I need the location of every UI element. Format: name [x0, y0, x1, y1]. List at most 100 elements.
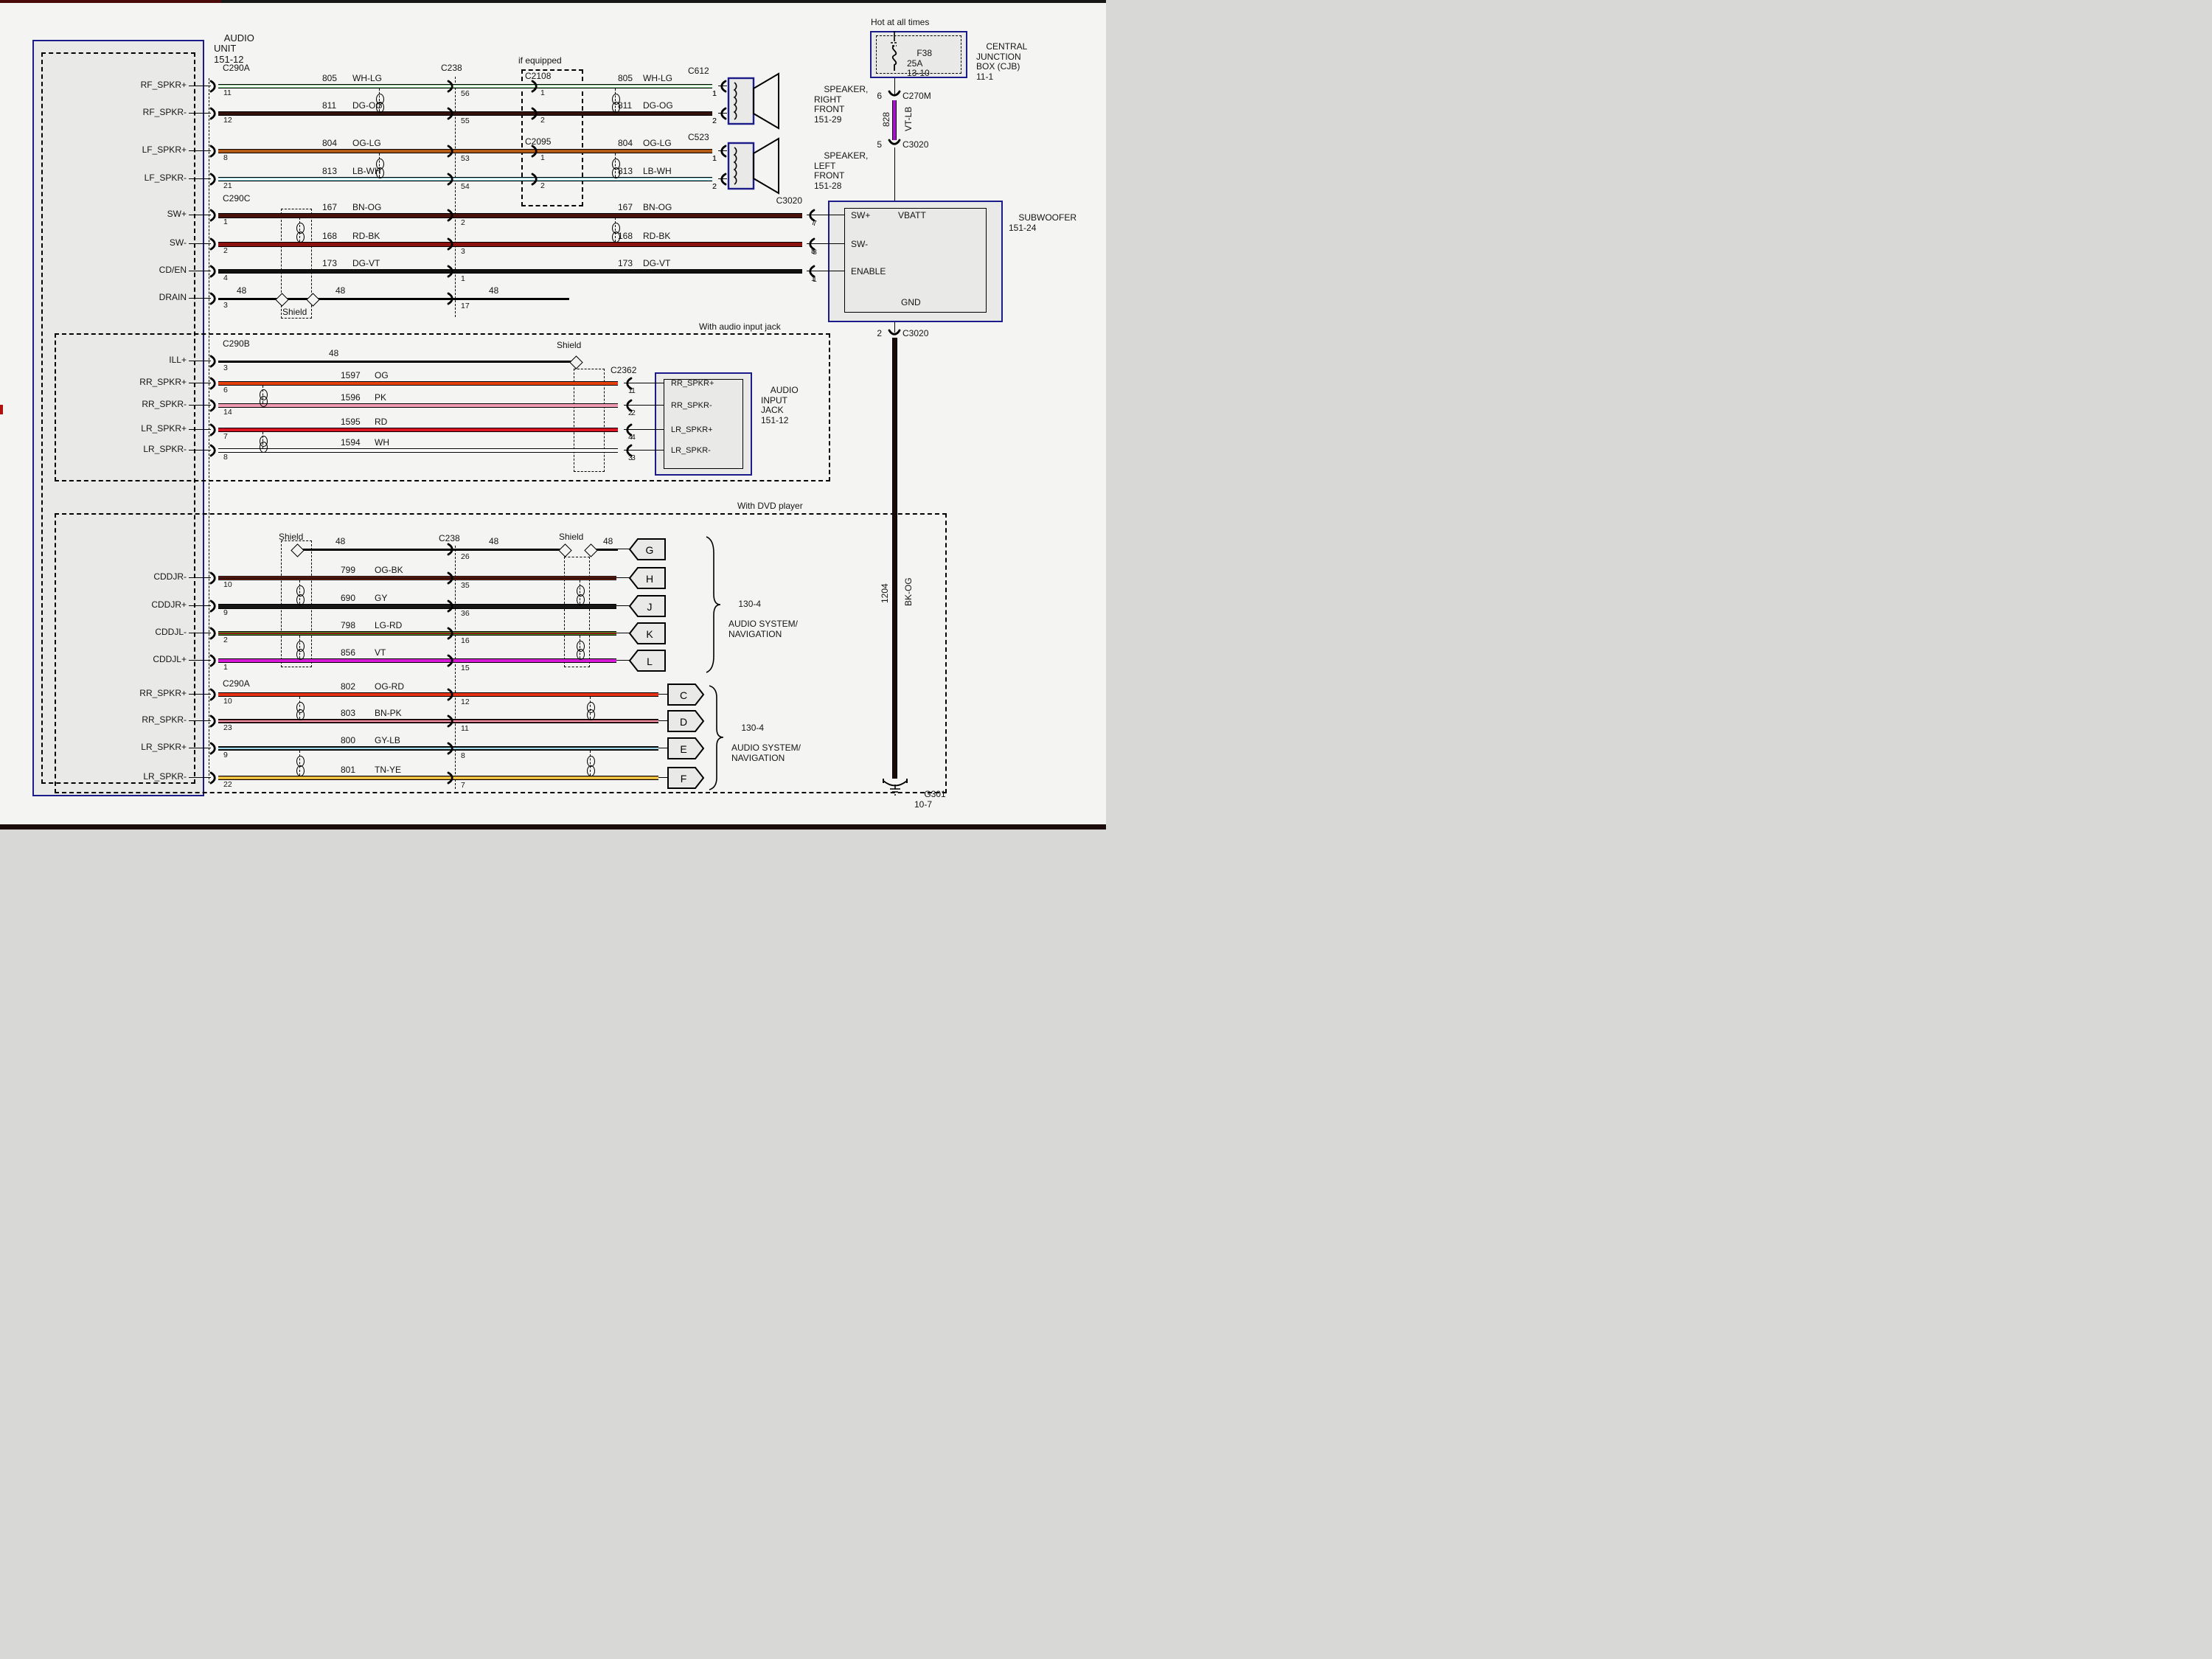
twisted-pair-icon [612, 88, 620, 113]
wire-1597 [218, 381, 618, 386]
jack-pin-number: 1 [631, 386, 636, 395]
connector-lead-line [658, 777, 670, 779]
wire-circuit: 1596 [341, 392, 361, 403]
pin-number: 6 [223, 386, 228, 394]
twist-loop [376, 101, 384, 113]
speaker-right-front-icon [727, 72, 779, 130]
wire-circuit: 799 [341, 565, 356, 575]
wire-48 [301, 548, 560, 551]
c3020-sw-label: C3020 [776, 195, 802, 206]
wire-start-arrow-icon [209, 107, 216, 120]
wire-color-code: OG-LG [643, 138, 672, 148]
wire-1204-circuit: 1204 [880, 583, 890, 603]
cjb-box [870, 31, 967, 78]
c2095-label: C2095 [525, 136, 552, 147]
c238-pin-number: 11 [461, 724, 469, 733]
shield-box-ill [574, 369, 605, 472]
twist-loop [296, 709, 305, 721]
wire-start-arrow-icon [209, 444, 216, 457]
if-equipped-arrow-icon [531, 107, 538, 120]
c238-pin-number: 36 [461, 609, 470, 618]
wire-circuit: 173 [618, 258, 633, 268]
c3020-gnd-label: C3020 [902, 328, 929, 338]
c238-pin-number: 56 [461, 89, 470, 98]
dvd-section-box [55, 513, 947, 793]
c3020-pin-number: 1 [813, 275, 817, 284]
gnd-pin2: 2 [877, 328, 882, 338]
pin-number: 2 [223, 246, 228, 255]
speaker-pin: 1 [712, 154, 717, 163]
page-left-tick [0, 405, 3, 414]
wire-48 [593, 548, 618, 551]
connector-letter: J [647, 601, 653, 613]
connector-label: C290A [223, 678, 250, 689]
shield-label: Shield [559, 532, 584, 542]
twisted-pair-icon [296, 636, 305, 660]
twisted-pair-icon [587, 697, 595, 721]
twisted-pair-icon [296, 580, 305, 605]
wire-stripe [218, 748, 658, 749]
wire-circuit: 813 [618, 166, 633, 176]
c2362-label: C2362 [611, 365, 637, 375]
wire-circuit: 168 [322, 231, 338, 241]
shield-label-ill: Shield [557, 340, 582, 350]
wire-circuit: 801 [341, 765, 356, 775]
connector-label: C290B [223, 338, 250, 349]
subwoofer-label: SUBWOOFER 151-24 [1009, 212, 1077, 233]
nav-connector-E: E [667, 737, 705, 759]
connector-letter: C [680, 689, 687, 701]
twist-loop [577, 594, 585, 605]
twist-loop [296, 648, 305, 660]
nav-connector-D: D [667, 710, 705, 732]
end-pin-number: 1 [811, 274, 815, 283]
signal-lead-line [189, 178, 211, 180]
cjb-pin6: 6 [877, 91, 882, 101]
twisted-pair-icon [587, 751, 595, 776]
wire-828-circuit: 828 [881, 111, 891, 127]
c238-line-top [455, 77, 456, 317]
wire-stripe [218, 86, 712, 87]
wire-stripe [218, 577, 616, 579]
c238-pin-number: 17 [461, 302, 470, 310]
wire-color-code: OG-RD [375, 681, 404, 692]
wire-48 [218, 297, 569, 300]
wire-48 [218, 360, 571, 363]
wire-color-code: PK [375, 392, 387, 403]
wire-color-code: RD-BK [352, 231, 380, 241]
connector-letter: F [681, 773, 687, 785]
wire-circuit: 811 [618, 100, 633, 111]
signal-lead-line [189, 450, 211, 451]
wire-start-arrow-icon [209, 714, 216, 728]
nav-connector-K: K [628, 622, 666, 644]
vbatt-pin-label: VBATT [898, 210, 926, 220]
wire-circuit: 813 [322, 166, 338, 176]
wire-color-code: TN-YE [375, 765, 401, 775]
pin-number: 4 [223, 274, 228, 282]
c238-pin-number: 3 [461, 247, 465, 256]
wire-color-code: GY-LB [375, 735, 400, 745]
signal-label: RR_SPKR+ [139, 688, 187, 698]
wire-start-arrow-icon [209, 209, 216, 222]
nav-brace-cdef [709, 685, 724, 790]
pin-number: 10 [223, 580, 232, 589]
wire-color-code: RD-BK [643, 231, 671, 241]
shield-box-sw [281, 209, 312, 319]
signal-label: RR_SPKR+ [139, 377, 187, 387]
twist-loop [587, 709, 595, 721]
wire-color-code: BN-OG [643, 202, 672, 212]
wire-circuit: 805 [618, 73, 633, 83]
audio-jack-section-box [55, 333, 830, 481]
c270m-label: C270M [902, 91, 931, 101]
jack-pin-lrp: LR_SPKR+ [671, 425, 713, 434]
end-arrow-icon [809, 237, 815, 251]
connector-lead-line [616, 660, 632, 661]
wire-circuit: 1595 [341, 417, 361, 427]
wire-start-arrow-icon [209, 423, 216, 437]
down-arrow-icon [888, 139, 901, 145]
c612-label: C612 [688, 66, 709, 76]
c238-pin-number: 12 [461, 698, 470, 706]
nav-connector-F: F [667, 767, 705, 789]
pin-number: 12 [223, 116, 232, 125]
twisted-pair-icon [296, 218, 305, 243]
c238-arrow-icon [447, 688, 453, 701]
